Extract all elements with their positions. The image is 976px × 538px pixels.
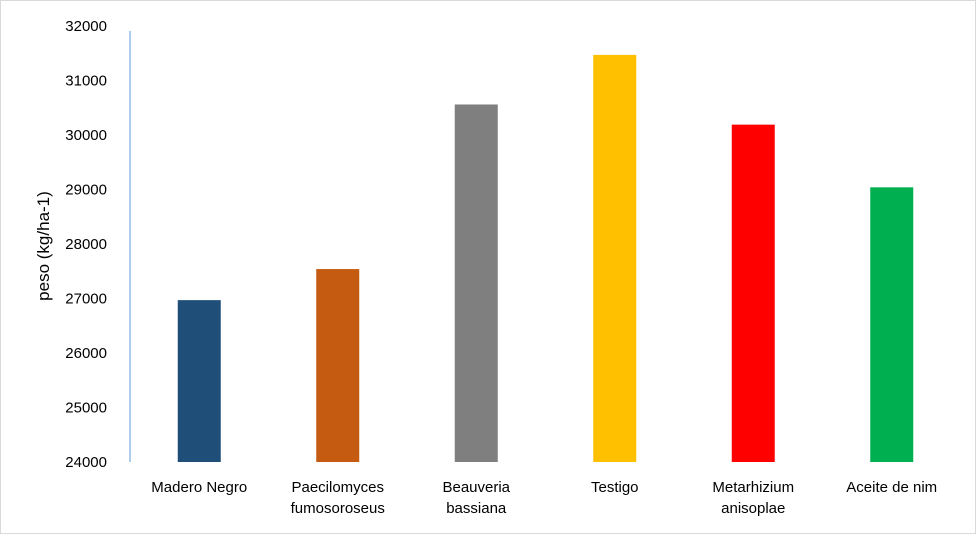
bar <box>593 54 637 462</box>
bar <box>870 187 914 462</box>
y-tick-label: 28000 <box>65 236 107 253</box>
y-tick-label: 24000 <box>65 454 107 471</box>
x-category-label: Aceite de nim <box>846 479 937 496</box>
y-tick-label: 31000 <box>65 73 107 90</box>
x-axis-category-labels: Madero Negro Paecilomyces fumosoroseus Beau… <box>151 479 937 517</box>
y-tick-label: 30000 <box>65 127 107 144</box>
y-tick-label: 25000 <box>65 400 107 417</box>
y-axis-title: peso (kg/ha-1) <box>34 191 53 301</box>
y-axis-tick-labels: 24000 25000 26000 27000 28000 29000 30000 31000… <box>65 18 107 471</box>
x-category-label: fumosoroseus <box>291 500 385 517</box>
bar <box>177 300 221 462</box>
x-category-label: bassiana <box>446 500 507 517</box>
x-category-label: anisoplae <box>721 500 785 517</box>
y-tick-label: 26000 <box>65 345 107 362</box>
x-category-label: Testigo <box>591 479 639 496</box>
x-category-label: Madero Negro <box>151 479 247 496</box>
bar <box>731 124 775 463</box>
bar <box>316 269 360 462</box>
x-category-label: Metarhizium <box>712 479 794 496</box>
y-tick-label: 32000 <box>65 18 107 35</box>
bars <box>177 54 914 463</box>
y-tick-label: 27000 <box>65 291 107 308</box>
bar <box>454 104 498 462</box>
x-category-label: Paecilomyces <box>291 479 384 496</box>
y-tick-label: 29000 <box>65 182 107 199</box>
x-category-label: Beauveria <box>442 479 510 496</box>
